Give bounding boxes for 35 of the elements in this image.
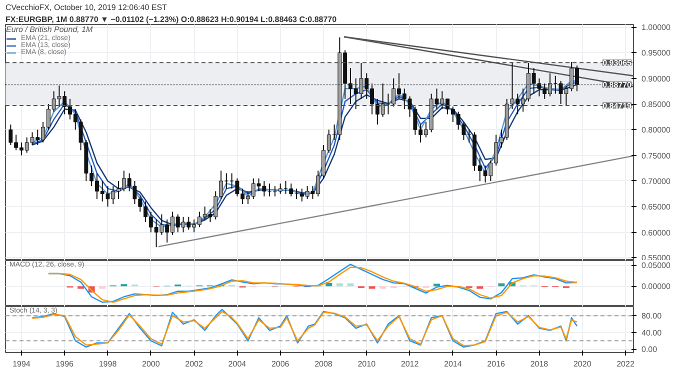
chart-title: CVecchioFX, October 10, 2019 12:06:40 EST xyxy=(6,3,168,12)
ref-line-label: 0.88770 xyxy=(602,80,632,90)
x-tick-label: 1998 xyxy=(98,360,118,368)
y-tick-label: 80.00 xyxy=(642,312,662,321)
y-tick-label: 0.00000 xyxy=(642,282,671,292)
x-tick-label: 2002 xyxy=(185,360,204,368)
y-tick-label: 1.00000 xyxy=(642,23,671,32)
x-tick-label: 2022 xyxy=(616,360,635,368)
y-tick-label: 0.00 xyxy=(642,345,658,354)
x-tick-label: 2016 xyxy=(487,360,506,368)
y-tick-label: 40.00 xyxy=(642,328,662,338)
ref-line-label: 0.84719 xyxy=(602,101,632,110)
y-tick-label: 0.80000 xyxy=(642,126,671,135)
x-tick-label: 2004 xyxy=(228,360,247,368)
y-tick-label: 0.95000 xyxy=(642,48,671,58)
y-tick-label: 0.85000 xyxy=(642,100,671,110)
x-tick-label: 2012 xyxy=(400,360,420,368)
x-tick-label: 2008 xyxy=(314,360,333,368)
x-tick-label: 2010 xyxy=(358,360,376,368)
x-tick-label: 2020 xyxy=(573,360,592,368)
y-tick-label: 0.70000 xyxy=(642,176,671,186)
legend-title: Euro / British Pound, 1M xyxy=(6,25,93,34)
chart-subtitle: FX:EURGBP, 1M 0.88770 ▼ −0.01102 (−1.23%) O:0.88623 H:0.90194 L:0.88463 C:0.88770 xyxy=(6,15,338,24)
y-tick-label: 0.05000 xyxy=(642,261,671,270)
ref-line-label: 0.93065 xyxy=(602,58,632,68)
x-tick-label: 1996 xyxy=(56,360,74,368)
x-tick-label: 2000 xyxy=(142,360,160,368)
x-tick-label: 1994 xyxy=(12,360,31,368)
x-tick-label: 2006 xyxy=(271,360,290,368)
x-tick-label: 2018 xyxy=(530,360,549,368)
y-tick-label: 0.60000 xyxy=(642,228,671,238)
y-tick-label: 0.75000 xyxy=(642,151,671,160)
x-tick-label: 2014 xyxy=(444,360,462,368)
y-tick-label: 0.65000 xyxy=(642,202,671,212)
y-tick-label: 0.90000 xyxy=(642,74,671,84)
